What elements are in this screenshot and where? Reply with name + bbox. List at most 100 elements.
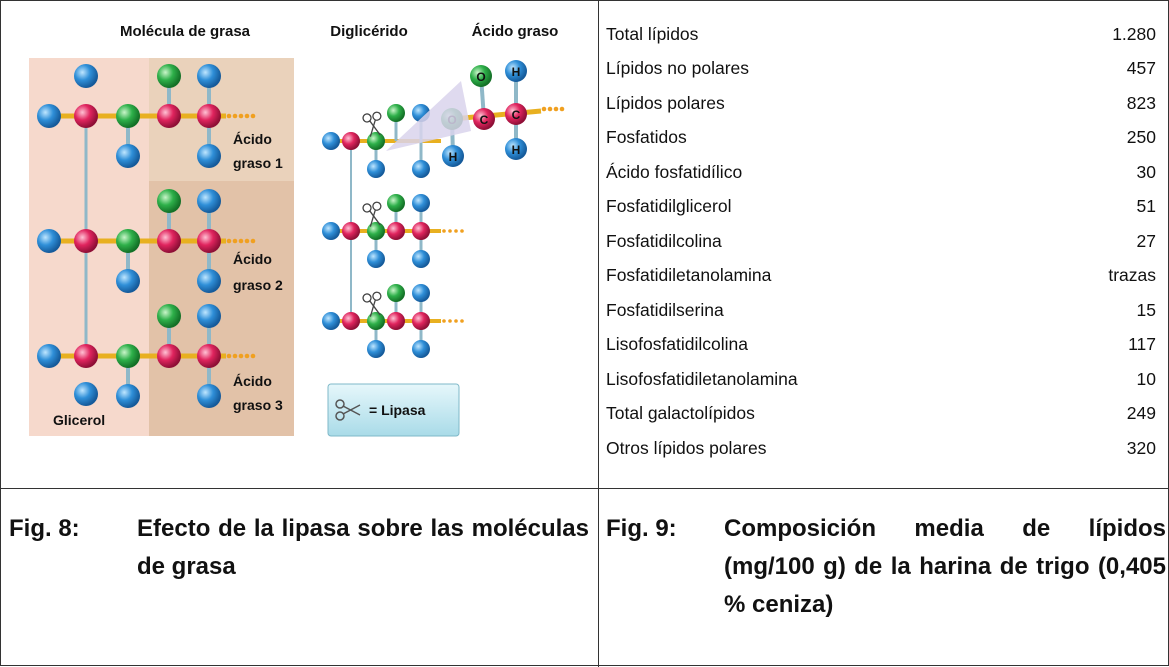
cell-value: 1.280 — [1112, 23, 1156, 44]
chain-dot — [559, 106, 565, 112]
atom — [342, 222, 360, 240]
atom — [116, 269, 140, 293]
atom — [197, 104, 221, 128]
lipase-illustration: Molécula de grasa Diglicérido Ácido gras… — [29, 23, 565, 437]
cell-value: 250 — [1126, 127, 1156, 148]
atom — [473, 108, 495, 130]
chain-dot — [238, 238, 244, 244]
cell-label: Lípidos no polares — [606, 58, 750, 79]
row-divider — [1, 488, 1169, 489]
atom — [197, 144, 221, 168]
cell-label: Lisofosfatidiletanolamina — [606, 368, 798, 389]
cell-value: trazas — [1108, 265, 1156, 286]
atom — [197, 384, 221, 408]
table-row: Total lípidos 1.280 — [606, 17, 1156, 52]
atom — [387, 284, 405, 302]
scissors-part — [369, 210, 381, 226]
cell-label: Fosfatidos — [606, 127, 687, 148]
figure-caption: Composición media de lípidos (mg/100 g) … — [724, 515, 1166, 618]
atom — [442, 145, 464, 167]
atom — [505, 103, 527, 125]
molecules: OHOCCHH — [37, 60, 565, 408]
label: graso 1 — [233, 155, 283, 171]
atom — [412, 250, 430, 268]
zoom-bubble — [386, 81, 471, 151]
table-row: Fosfatidos 250 — [606, 121, 1156, 156]
label: Ácido graso — [472, 23, 559, 40]
figure-number: Fig. 9: — [606, 515, 677, 542]
chain-dot — [454, 319, 458, 323]
scissors — [362, 111, 382, 137]
atom — [37, 104, 61, 128]
table-row: Total galactolípidos 249 — [606, 397, 1156, 432]
atom — [470, 65, 492, 87]
cell-value: 249 — [1126, 403, 1156, 424]
chain-dot — [547, 106, 553, 112]
atom — [387, 194, 405, 212]
chain-dot — [553, 106, 559, 112]
atom — [157, 104, 181, 128]
atom — [367, 222, 385, 240]
chain-dot — [238, 353, 244, 359]
chain-dot — [460, 319, 464, 323]
scissors — [362, 291, 382, 317]
label: Glicerol — [53, 412, 105, 428]
chain-dot — [448, 229, 452, 233]
chain-dot — [250, 238, 256, 244]
cell-label: Fosfatidilcolina — [606, 230, 722, 251]
cell-value: 51 — [1136, 196, 1156, 217]
table-row: Lípidos no polares 457 — [606, 52, 1156, 87]
lipid-table: Total lípidos 1.280 Lípidos no polares 457 L… — [606, 17, 1156, 466]
cell-label: Otros lípidos polares — [606, 437, 767, 458]
column-divider — [598, 1, 599, 667]
atom — [387, 104, 405, 122]
cell-value: 117 — [1128, 334, 1156, 355]
atom — [37, 229, 61, 253]
label: graso 3 — [233, 397, 283, 413]
table-row: Fosfatidilserina 15 — [606, 293, 1156, 328]
scissors-icon — [335, 399, 361, 421]
label: Ácido — [233, 131, 272, 147]
scissors-part — [372, 111, 382, 121]
atom — [322, 222, 340, 240]
table-row: Otros lípidos polares 320 — [606, 431, 1156, 466]
atom — [74, 382, 98, 406]
scissors-part — [372, 201, 382, 211]
table-row: Lisofosfatidiletanolamina 10 — [606, 362, 1156, 397]
cell-label: Total lípidos — [606, 23, 699, 44]
atom-symbol: H — [512, 65, 521, 79]
label: Molécula de grasa — [120, 23, 251, 40]
scissors-part — [369, 209, 377, 227]
legend-label: = Lipasa — [369, 402, 426, 418]
atom — [367, 160, 385, 178]
atom — [367, 340, 385, 358]
scissors-part — [362, 293, 372, 303]
figure-number: Fig. 8: — [9, 515, 80, 542]
table-row: Lisofosfatidilcolina 117 — [606, 328, 1156, 363]
atom — [412, 194, 430, 212]
atom — [116, 384, 140, 408]
cell-label: Lípidos polares — [606, 92, 725, 113]
atom — [157, 344, 181, 368]
atom — [412, 340, 430, 358]
table-row: Ácido fosfatidílico 30 — [606, 155, 1156, 190]
atom — [412, 222, 430, 240]
atom — [197, 229, 221, 253]
chain-dot — [244, 113, 250, 119]
cell-value: 457 — [1126, 58, 1156, 79]
atom — [387, 312, 405, 330]
atom — [367, 250, 385, 268]
atom — [157, 189, 181, 213]
label: Diglicérido — [330, 23, 408, 40]
chain-dot — [226, 238, 232, 244]
atom — [322, 132, 340, 150]
scissors-part — [369, 300, 381, 316]
cell-value: 320 — [1126, 437, 1156, 458]
scissors — [362, 201, 382, 227]
table-row: Fosfatidiletanolamina trazas — [606, 259, 1156, 294]
atom-symbol: O — [476, 70, 485, 84]
atom-symbol: H — [449, 150, 458, 164]
chain-dot — [244, 238, 250, 244]
scissors-part — [362, 203, 372, 213]
